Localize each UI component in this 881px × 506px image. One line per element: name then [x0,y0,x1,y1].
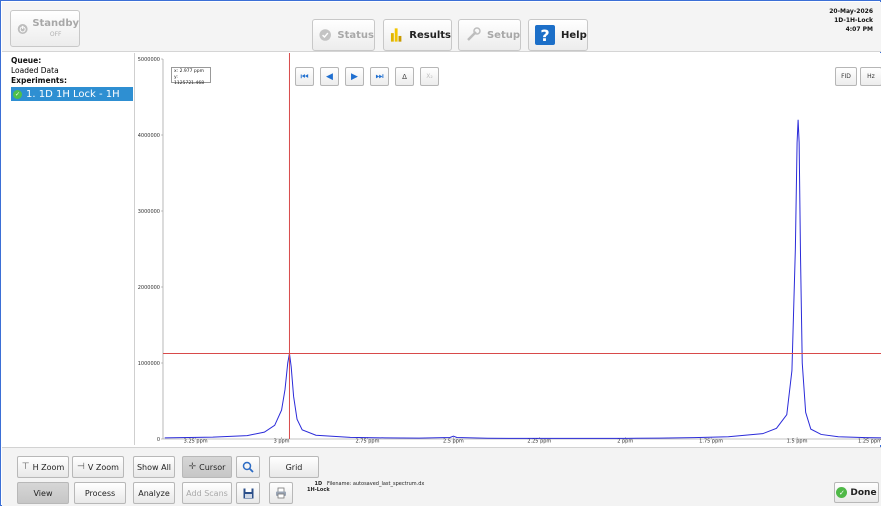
view-button[interactable]: View [17,482,69,504]
cursor-y-value: y: 1125721.468 [174,75,205,86]
x-tick-label: 1.25 ppm [858,439,881,445]
check-icon: ✓ [836,487,848,498]
save-button[interactable] [236,482,260,504]
y-axis: 0 1000000 2000000 3000000 4000000 5000000 [138,57,164,443]
add-scans-button[interactable]: Add Scans [182,482,232,504]
arrow-right-icon: ▶ [351,71,358,82]
delta-icon: Δ [402,72,407,81]
x-tick-label: 2.25 ppm [527,439,551,445]
v-zoom-label: V Zoom [87,462,119,472]
status-datetime: 20-May-2026 1D-1H-Lock 4:07 PM [829,7,873,34]
x2-button[interactable]: X₂ [420,67,439,86]
next-spectrum-button[interactable]: ▶ [345,67,364,86]
file-info: 1D 1H-Lock Filename: autosaved_last_spec… [307,481,424,493]
cursor-x-value: x: 2.977 ppm [174,69,205,74]
magnifier-icon [242,461,254,473]
queue-label: Queue: [11,56,42,65]
svg-text:?: ? [540,26,549,45]
experiment-sidebar: Queue: Loaded Data Experiments: ✓ 1. 1D … [2,53,134,443]
x-tick-label: 1.5 ppm [787,439,808,445]
h-zoom-button[interactable]: ⊤ H Zoom [17,456,69,478]
file-dimension: 1D 1H-Lock [307,481,330,493]
results-bars-icon [390,28,402,42]
tab-status[interactable]: Status [312,19,375,51]
y-tick-label: 0 [157,437,160,443]
last-spectrum-button[interactable]: ⏭ [370,67,389,86]
h-zoom-label: H Zoom [32,462,65,472]
top-toolbar: Standby OFF Status Results Se [2,2,881,52]
file-nucleus-text: 1H-Lock [307,487,330,493]
skip-first-icon: ⏮ [300,71,309,82]
tab-help[interactable]: ? Help [528,19,588,51]
status-date: 20-May-2026 [829,8,873,15]
help-icon: ? [535,25,555,45]
delta-button[interactable]: Δ [395,67,414,86]
experiments-label: Experiments: [11,76,67,85]
check-circle-icon [319,29,331,41]
grid-button[interactable]: Grid [269,456,319,478]
x-tick-label: 3.25 ppm [184,439,208,445]
skip-last-icon: ⏭ [375,71,384,82]
done-button[interactable]: ✓ Done [834,482,879,503]
floppy-icon [243,488,253,498]
x-tick-label: 3 ppm [274,439,290,445]
arrow-left-icon: ◀ [326,71,333,82]
show-all-button[interactable]: Show All [133,456,175,478]
done-label: Done [850,487,877,498]
cursor-button[interactable]: ✛ Cursor [182,456,232,478]
filename-text: Filename: autosaved_last_spectrum.dx [327,481,425,487]
loaded-data-item[interactable]: Loaded Data [11,66,59,75]
x-tick-label: 2.5 ppm [443,439,464,445]
cursor-readout: x: 2.977 ppm y: 1125721.468 [171,67,211,86]
tab-results[interactable]: Results [383,19,452,51]
status-time: 4:07 PM [845,26,873,33]
x-tick-label: 2.75 ppm [356,439,380,445]
bottom-toolbar: ⊤ H Zoom ⊣ V Zoom Show All ✛ Cursor Grid… [2,447,881,506]
tab-status-label: Status [337,29,374,41]
crosshair-icon: ✛ [188,462,197,472]
x-tick-label: 1.75 ppm [699,439,723,445]
fid-button[interactable]: FID [835,67,857,86]
v-zoom-icon: ⊣ [77,462,85,472]
y-tick-label: 3000000 [138,209,160,215]
file-dim-text: 1D [314,481,323,487]
standby-state: OFF [49,30,62,38]
process-button[interactable]: Process [74,482,126,504]
print-button[interactable] [269,482,293,504]
y-tick-label: 2000000 [138,285,160,291]
printer-icon [276,487,286,499]
hz-button[interactable]: Hz [860,67,881,86]
spectrum-plot[interactable]: 0 1000000 2000000 3000000 4000000 5000000 3.2… [134,53,881,445]
spectrum-trace [164,119,881,439]
first-spectrum-button[interactable]: ⏮ [295,67,314,86]
experiment-label: 1. 1D 1H Lock - 1H [26,88,120,100]
x-tick-label: 2 ppm [617,439,633,445]
power-icon [17,23,28,34]
y-tick-label: 4000000 [138,133,160,139]
v-zoom-button[interactable]: ⊣ V Zoom [72,456,124,478]
check-icon: ✓ [13,89,22,99]
h-zoom-icon: ⊤ [21,462,30,472]
previous-spectrum-button[interactable]: ◀ [320,67,339,86]
wrench-icon [467,27,481,41]
cursor-label: Cursor [199,462,226,472]
x2-icon: X₂ [426,73,433,80]
tab-setup[interactable]: Setup [458,19,521,51]
status-experiment: 1D-1H-Lock [834,17,873,24]
tab-help-label: Help [561,29,587,41]
tab-results-label: Results [409,29,451,41]
standby-label: Standby [32,17,79,29]
y-tick-label: 1000000 [138,361,160,367]
y-tick-label: 5000000 [138,57,160,63]
standby-button[interactable]: Standby OFF [10,10,80,47]
tab-setup-label: Setup [486,29,520,41]
experiment-list-item[interactable]: ✓ 1. 1D 1H Lock - 1H [11,87,133,101]
spectrum-chart[interactable]: 0 1000000 2000000 3000000 4000000 5000000 3.2… [135,53,881,445]
analyze-button[interactable]: Analyze [133,482,175,504]
zoom-button[interactable] [236,456,260,478]
